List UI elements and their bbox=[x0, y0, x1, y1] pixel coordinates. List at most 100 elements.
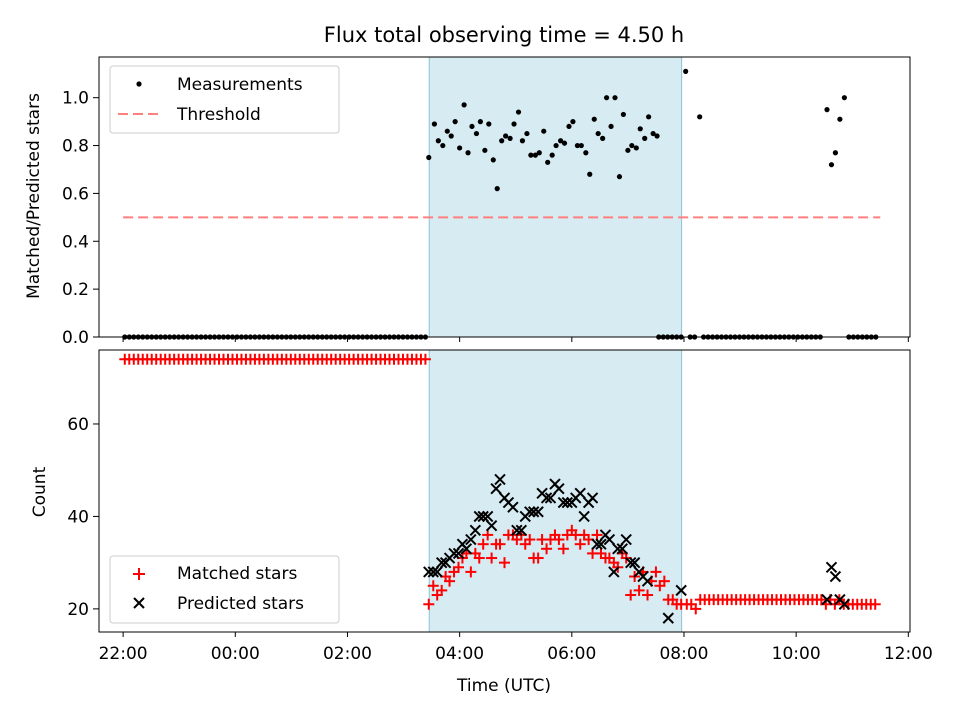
predicted-star-point bbox=[423, 566, 435, 578]
bottom-legend: Matched stars Predicted stars bbox=[109, 555, 340, 624]
x-tick-label: 22:00 bbox=[99, 644, 148, 664]
predicted-star-point bbox=[561, 496, 574, 509]
measurement-point bbox=[503, 133, 509, 139]
measurement-point bbox=[515, 109, 522, 115]
measurement-point bbox=[637, 126, 643, 132]
predicted-stars-points bbox=[423, 473, 851, 624]
matched-stars-points bbox=[119, 353, 881, 615]
y-tick-label: 0.6 bbox=[62, 184, 89, 204]
x-tick-label: 04:00 bbox=[435, 644, 484, 664]
bottom-legend-box bbox=[109, 555, 340, 624]
bottom-panel: 20 40 60 22:00 00:00 02:00 04:00 06:00 08:00 10:… bbox=[30, 349, 933, 696]
matched-star-point bbox=[482, 529, 494, 541]
matched-star-point bbox=[553, 534, 565, 546]
top-panel: 0.0 0.2 0.4 0.6 0.8 1.0 Matched/Predicted sta… bbox=[24, 56, 911, 348]
top-x-ticks bbox=[122, 337, 909, 342]
predicted-star-point bbox=[608, 566, 620, 578]
predicted-star-point bbox=[532, 506, 544, 518]
matched-star-point bbox=[541, 543, 553, 555]
measurement-point bbox=[654, 133, 660, 139]
measurement-point bbox=[824, 107, 830, 113]
x-tick-label: 06:00 bbox=[547, 644, 596, 664]
measurement-point bbox=[612, 95, 618, 101]
bottom-panel-frame bbox=[98, 349, 911, 633]
measurement-point bbox=[629, 142, 635, 149]
matched-star-point bbox=[658, 575, 670, 587]
predicted-star-point bbox=[574, 487, 586, 500]
predicted-star-point bbox=[612, 543, 624, 555]
measurement-point bbox=[541, 128, 547, 134]
measurement-point bbox=[557, 138, 564, 144]
measurement-point bbox=[435, 138, 441, 144]
predicted-star-point bbox=[620, 533, 632, 546]
y-tick-label: 1.0 bbox=[62, 89, 89, 109]
matched-star-point bbox=[625, 589, 637, 601]
matched-star-point bbox=[423, 598, 435, 610]
measurement-point bbox=[561, 140, 568, 146]
predicted-star-point bbox=[469, 524, 482, 537]
measurement-point bbox=[473, 130, 480, 137]
top-legend-box bbox=[109, 65, 340, 134]
predicted-star-point bbox=[490, 482, 502, 495]
matched-star-point bbox=[427, 580, 439, 592]
top-y-axis-label: Matched/Predicted stars bbox=[24, 93, 44, 299]
predicted-star-point bbox=[477, 510, 489, 523]
legend-measurements-marker bbox=[136, 81, 142, 87]
measurement-point bbox=[642, 135, 648, 141]
measurement-point bbox=[499, 138, 505, 144]
predicted-star-point bbox=[553, 482, 565, 495]
measurement-point bbox=[616, 174, 623, 180]
measurement-point bbox=[566, 123, 572, 130]
measurement-point bbox=[595, 130, 601, 137]
measurement-point bbox=[519, 138, 526, 144]
measurement-point bbox=[431, 121, 437, 127]
matched-star-point bbox=[591, 529, 603, 541]
measurement-point bbox=[620, 111, 627, 118]
x-tick-label: 12:00 bbox=[884, 644, 933, 664]
predicted-star-point bbox=[465, 533, 477, 546]
matched-star-point bbox=[532, 552, 544, 564]
measurement-point bbox=[507, 135, 513, 141]
predicted-star-point bbox=[641, 575, 654, 587]
predicted-star-point bbox=[591, 538, 603, 550]
measurement-point bbox=[457, 145, 463, 151]
measurement-point bbox=[650, 130, 656, 137]
matched-star-point bbox=[650, 566, 662, 578]
measurement-point bbox=[465, 150, 471, 156]
predicted-star-point bbox=[544, 492, 557, 504]
measurement-point bbox=[837, 116, 843, 122]
measurement-point bbox=[828, 162, 835, 168]
predicted-star-point bbox=[460, 543, 473, 555]
x-tick-label: 08:00 bbox=[659, 644, 708, 664]
predicted-star-point bbox=[838, 598, 851, 610]
matched-star-point bbox=[633, 584, 645, 596]
measurement-point bbox=[683, 68, 689, 74]
matched-star-point bbox=[524, 534, 536, 546]
measurement-point bbox=[583, 150, 589, 156]
y-tick-label: 0.8 bbox=[62, 137, 89, 157]
legend-predicted-marker bbox=[133, 597, 145, 609]
predicted-star-point bbox=[616, 543, 628, 555]
predicted-star-point bbox=[431, 566, 443, 578]
measurement-point bbox=[482, 147, 488, 153]
matched-star-point bbox=[557, 543, 569, 555]
matched-star-point bbox=[477, 538, 489, 550]
x-tick-label: 00:00 bbox=[211, 644, 260, 664]
matched-star-point bbox=[642, 589, 654, 601]
measurement-point bbox=[578, 142, 584, 149]
x-tick-label: 02:00 bbox=[323, 644, 372, 664]
measurement-point bbox=[608, 123, 614, 130]
predicted-star-point bbox=[435, 556, 448, 569]
top-legend: Measurements Threshold bbox=[109, 65, 340, 134]
predicted-star-point bbox=[427, 566, 439, 578]
legend-predicted-label: Predicted stars bbox=[177, 594, 304, 614]
measurement-point bbox=[570, 119, 576, 125]
predicted-star-point bbox=[473, 510, 485, 523]
predicted-star-point bbox=[481, 510, 494, 523]
x-axis-label: Time (UTC) bbox=[456, 676, 551, 696]
measurement-point bbox=[536, 150, 542, 156]
measurement-point bbox=[600, 135, 606, 141]
measurement-point bbox=[625, 147, 631, 153]
matched-star-point bbox=[574, 538, 586, 550]
measurement-point bbox=[549, 152, 555, 158]
